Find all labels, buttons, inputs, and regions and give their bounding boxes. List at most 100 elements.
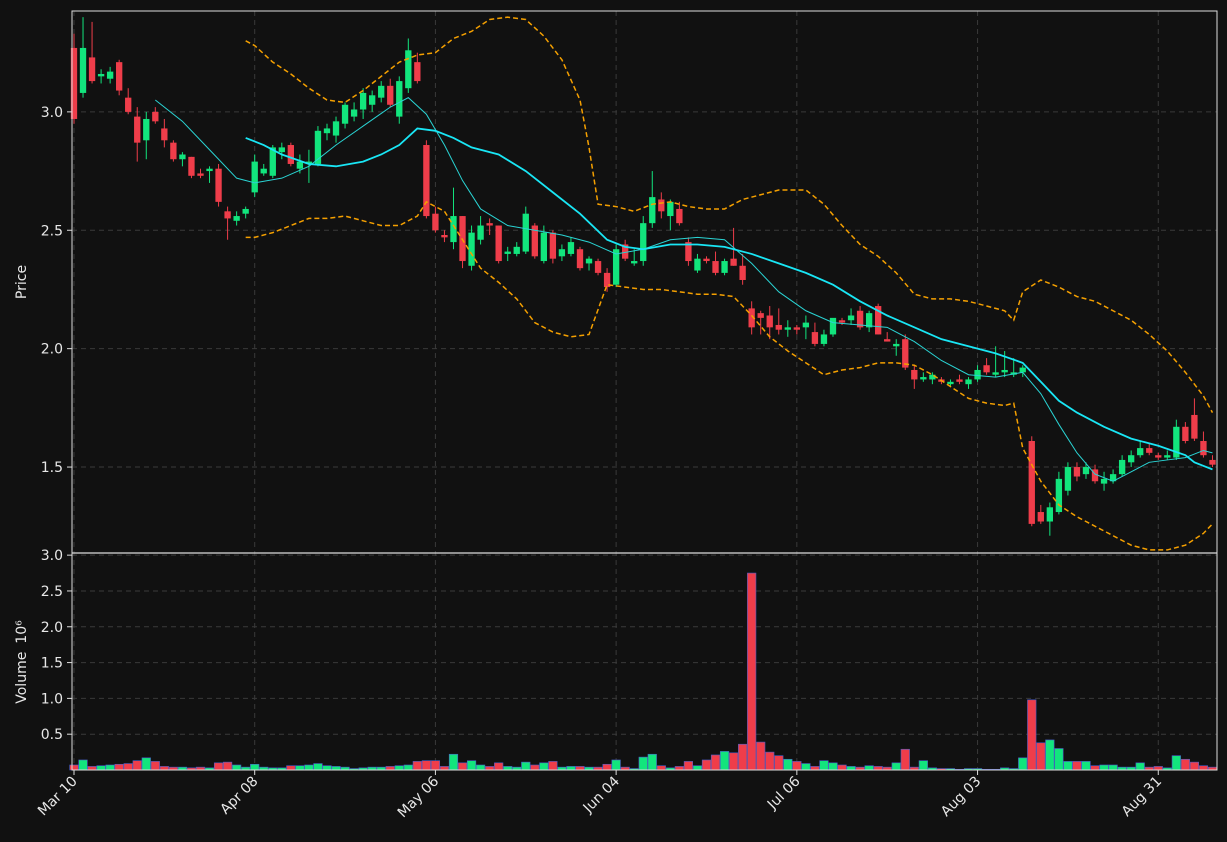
- volume-bar: [566, 766, 576, 771]
- volume-bar: [819, 760, 829, 771]
- y-tick-label: 2.5: [41, 584, 63, 600]
- volume-bar: [1108, 764, 1118, 771]
- candle-body: [549, 232, 557, 259]
- frame: [71, 10, 1218, 771]
- volume-bar: [891, 762, 901, 771]
- y-tick-label: 1.0: [41, 691, 63, 707]
- volume-bar: [331, 766, 341, 771]
- candle-body: [359, 92, 367, 110]
- y-tick-label: 3.0: [41, 105, 63, 121]
- y-tick-label: 0.5: [41, 727, 63, 743]
- candle-body: [197, 173, 204, 176]
- candle-body: [649, 197, 656, 224]
- candle-body: [1055, 478, 1063, 513]
- candle-body: [405, 50, 412, 89]
- candle-body: [594, 261, 602, 273]
- candle-body: [703, 258, 710, 262]
- candle-body: [287, 145, 295, 164]
- candle-body: [1209, 459, 1216, 465]
- candle-body: [884, 339, 891, 342]
- candle-body: [1109, 474, 1117, 482]
- volume-bar: [521, 761, 531, 771]
- candle-body: [603, 272, 611, 288]
- volume-bar: [918, 760, 928, 771]
- volume-bar: [123, 763, 133, 771]
- candle-body: [106, 71, 114, 79]
- candle-body: [612, 249, 620, 285]
- candle-body: [143, 118, 150, 141]
- volume-scale: 10⁶: [14, 620, 30, 644]
- candle-body: [730, 258, 737, 266]
- volume-bar: [1036, 742, 1046, 771]
- candle-body: [251, 161, 258, 193]
- candle-body: [784, 327, 791, 330]
- candle-body: [441, 234, 448, 238]
- volume-bar: [1054, 748, 1064, 771]
- candle-body: [1064, 467, 1072, 491]
- candle-body: [1082, 467, 1090, 475]
- candle-body: [1046, 507, 1054, 522]
- candle-body: [694, 258, 701, 271]
- candle-body: [567, 242, 575, 254]
- volume-bar: [638, 756, 648, 771]
- volume-bar: [1135, 762, 1145, 771]
- candle-body: [712, 261, 719, 273]
- candle-body: [757, 313, 764, 318]
- candle-body: [116, 62, 123, 91]
- candle-body: [829, 317, 837, 335]
- volume-bar: [1081, 761, 1091, 771]
- volume-bar: [1171, 755, 1181, 771]
- volume-bar: [96, 765, 106, 771]
- candle-body: [396, 81, 403, 117]
- candle-body: [540, 232, 548, 262]
- candle-body: [721, 261, 728, 273]
- candle-body: [1118, 459, 1126, 475]
- candle-body: [278, 147, 285, 153]
- y-tick-label: 2.5: [41, 223, 63, 239]
- candle-body: [974, 369, 981, 380]
- candle-body: [1164, 455, 1171, 458]
- volume-axis-label: Volume 10⁶: [14, 620, 30, 704]
- volume-bar: [412, 761, 422, 771]
- volume-bar: [87, 766, 97, 771]
- candle-body: [522, 213, 529, 252]
- volume-bar: [1018, 757, 1028, 771]
- volume-bar: [141, 757, 151, 771]
- candle-body: [820, 334, 828, 344]
- volume-bar: [313, 763, 323, 771]
- volume-bar: [774, 755, 784, 771]
- price-axis-label: Price: [14, 265, 30, 299]
- y-tick-label: 3.0: [41, 548, 63, 564]
- volume-bar: [719, 751, 730, 771]
- candle-body: [188, 156, 195, 176]
- candle-body: [350, 109, 358, 117]
- candle-body: [1200, 441, 1207, 456]
- candle-body: [685, 242, 692, 262]
- candle-body: [79, 47, 87, 93]
- volume-bar: [385, 766, 395, 771]
- volume-bar: [457, 762, 468, 771]
- volume-bar: [286, 765, 296, 771]
- candle-body: [323, 128, 331, 134]
- volume-bar: [132, 760, 142, 771]
- candle-body: [387, 85, 394, 105]
- volume-bar: [683, 761, 694, 771]
- volume-bar: [701, 759, 712, 771]
- volume-bar: [656, 765, 666, 771]
- candle-body: [170, 142, 177, 160]
- volume-bar: [792, 761, 802, 771]
- volume-bar: [430, 760, 441, 771]
- candle-body: [1127, 455, 1135, 463]
- volume-bar: [421, 760, 431, 771]
- volume-bar: [304, 764, 314, 771]
- volume-bar: [864, 765, 874, 771]
- y-tick-label: 1.5: [41, 656, 63, 672]
- candle-body: [992, 372, 999, 375]
- candle-body: [775, 324, 782, 330]
- candle-body: [305, 161, 313, 164]
- volume-bar: [1198, 765, 1209, 771]
- candle-body: [233, 216, 240, 221]
- candle-body: [911, 369, 918, 380]
- candle-body: [676, 208, 683, 224]
- candle-body: [585, 258, 593, 264]
